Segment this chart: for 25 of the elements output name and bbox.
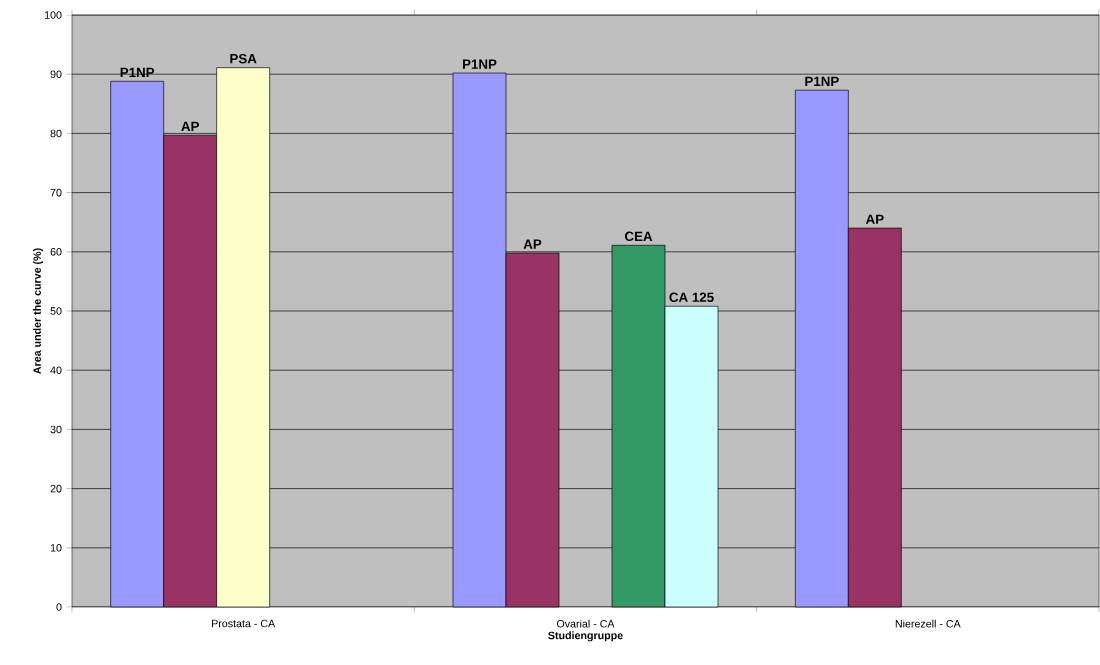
- y-tick-label: 40: [50, 366, 62, 374]
- y-tick-label: 100: [44, 11, 62, 19]
- series-label: CA 125: [669, 292, 714, 302]
- y-axis-title: Area under the curve (%): [33, 248, 44, 374]
- series-label: AP: [181, 121, 199, 131]
- y-tick-label: 70: [50, 188, 62, 197]
- text: P1NP: [805, 76, 839, 86]
- y-tick-label: 80: [50, 129, 62, 138]
- x-tick-label: Ovarial - CA: [556, 619, 615, 628]
- y-tick-label: 50: [50, 307, 62, 315]
- y-tick-label: 20: [50, 484, 62, 493]
- x-tick-label: Nierezell - CA: [895, 619, 961, 628]
- series-label: P1NP: [120, 67, 155, 78]
- y-tick-label: 0: [56, 603, 62, 611]
- text: AP: [523, 239, 542, 249]
- x-axis-title: Studiengruppe: [548, 631, 623, 642]
- series-label: PSA: [230, 53, 257, 64]
- y-tick-label: 60: [50, 248, 62, 256]
- series-label: CEA: [624, 231, 653, 242]
- y-tick-label: 90: [50, 70, 62, 78]
- x-tick-label: Prostata - CA: [212, 619, 276, 628]
- y-tick-label: 30: [50, 425, 62, 434]
- text: AP: [865, 214, 884, 224]
- y-tick-label: 10: [50, 544, 62, 552]
- text: P1NP: [462, 59, 497, 69]
